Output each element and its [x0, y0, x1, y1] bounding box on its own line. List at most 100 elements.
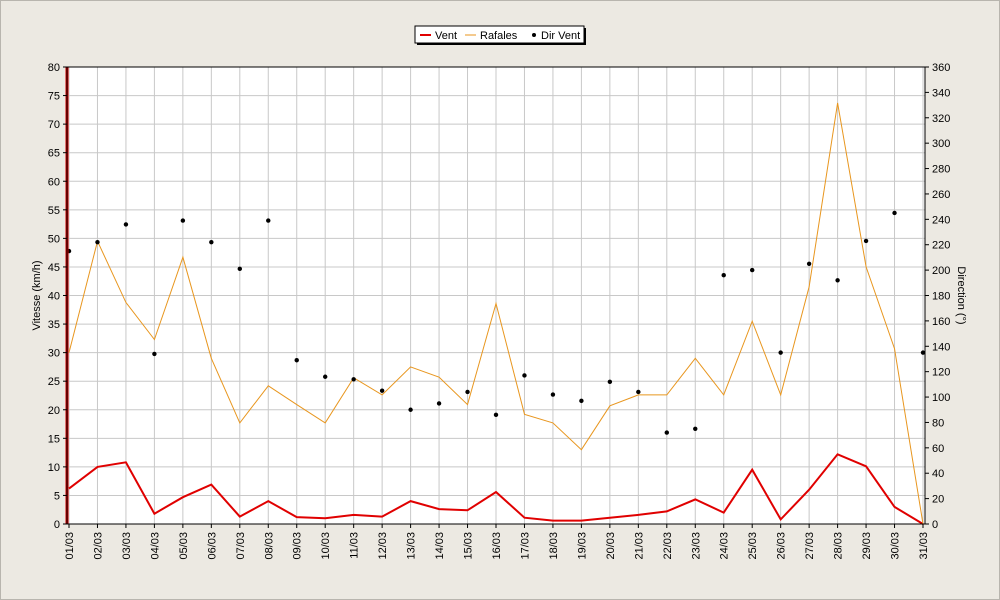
x-tick-label: 12/03 [377, 532, 389, 560]
series-layer [66, 102, 926, 525]
y-tick-label: 0 [54, 519, 60, 531]
y2-tick-label: 40 [932, 468, 944, 480]
y2-tick-label: 80 [932, 417, 944, 429]
y2-tick-label: 340 [932, 87, 950, 99]
direction-point [806, 261, 812, 266]
x-tick-label: 07/03 [235, 532, 247, 560]
y-tick-label: 40 [48, 291, 60, 303]
x-axis: 01/03 02/03 03/03 04/03 05/03 06/03 07/03 08/03… [64, 524, 930, 560]
x-tick-label: 29/03 [861, 532, 873, 560]
direction-point [522, 373, 527, 378]
x-tick-label: 01/03 [64, 532, 76, 560]
y2-tick-label: 220 [932, 240, 950, 252]
x-tick-label: 19/03 [576, 532, 588, 560]
direction-point [493, 412, 499, 418]
y-tick-label: 55 [48, 205, 60, 217]
direction-point [323, 374, 328, 379]
legend-label-vent: Vent [435, 30, 457, 42]
y-tick-label: 15 [48, 433, 60, 445]
x-tick-label: 27/03 [804, 532, 816, 560]
x-tick-label: 11/03 [349, 532, 361, 559]
y2-tick-label: 100 [932, 392, 950, 404]
y-tick-label: 60 [48, 176, 60, 188]
y-tick-label: 35 [48, 319, 60, 331]
y2-tick-label: 360 [932, 62, 950, 74]
direction-point [266, 218, 271, 223]
y-axis-right: 0 20 40 60 80 100 120 140 160 180 200 220 240 260 280 3… [925, 62, 950, 531]
x-tick-label: 21/03 [633, 532, 645, 560]
y-tick-label: 45 [48, 262, 60, 274]
x-tick-label: 22/03 [662, 532, 674, 560]
direction-point [920, 350, 926, 355]
legend-swatch-dir-vent [532, 33, 536, 37]
y-axis-title: Vitesse (km/h) [31, 260, 43, 330]
x-tick-label: 14/03 [434, 532, 446, 560]
direction-point [379, 388, 385, 393]
y-tick-label: 50 [48, 233, 60, 245]
series-line-vent [68, 453, 924, 525]
x-tick-label: 25/03 [747, 532, 759, 560]
x-tick-label: 31/03 [918, 532, 930, 560]
direction-point [436, 401, 442, 406]
y-tick-label: 10 [48, 462, 60, 474]
direction-point [693, 426, 698, 431]
legend-label-dir-vent: Dir Vent [541, 30, 580, 42]
x-tick-label: 20/03 [605, 532, 617, 560]
x-tick-label: 06/03 [206, 532, 218, 560]
y-axis-left: 0 5 10 15 20 25 30 35 40 45 50 55 60 65 70 75 80 [48, 62, 67, 531]
direction-point [778, 350, 783, 355]
x-tick-label: 09/03 [292, 532, 304, 560]
x-tick-label: 02/03 [92, 532, 104, 560]
y-tick-label: 65 [48, 148, 60, 160]
y2-tick-label: 200 [932, 265, 950, 277]
y2-tick-label: 120 [932, 367, 950, 379]
direction-point [750, 267, 755, 273]
x-tick-label: 13/03 [406, 532, 418, 560]
legend-box [414, 25, 585, 44]
y2-tick-label: 320 [932, 113, 950, 125]
x-tick-label: 04/03 [149, 532, 161, 560]
x-tick-label: 10/03 [320, 532, 332, 560]
direction-point [721, 272, 726, 278]
direction-point [237, 266, 242, 272]
x-tick-label: 23/03 [690, 532, 702, 560]
x-tick-label: 24/03 [719, 532, 731, 560]
direction-point [209, 239, 214, 245]
direction-point [579, 398, 584, 404]
legend: Vent Rafales Dir Vent [414, 25, 586, 45]
direction-point [863, 238, 869, 244]
y2-tick-label: 180 [932, 291, 950, 303]
direction-point [180, 218, 186, 223]
x-tick-label: 15/03 [463, 532, 475, 560]
x-tick-label: 03/03 [121, 532, 133, 560]
x-tick-label: 28/03 [833, 532, 845, 560]
y-tick-label: 75 [48, 91, 60, 103]
direction-point [636, 389, 641, 395]
direction-point [95, 239, 100, 245]
y-tick-label: 80 [48, 62, 60, 74]
y2-tick-label: 300 [932, 138, 950, 150]
x-tick-label: 30/03 [890, 532, 902, 560]
y2-tick-label: 160 [932, 316, 950, 328]
y2-tick-label: 280 [932, 164, 950, 176]
y-tick-label: 20 [48, 405, 60, 417]
direction-point [408, 407, 413, 412]
y2-tick-label: 240 [932, 214, 950, 226]
y2-tick-label: 140 [932, 341, 950, 353]
y2-tick-label: 260 [932, 189, 950, 201]
x-tick-label: 18/03 [548, 532, 560, 560]
direction-point [294, 358, 299, 363]
y2-tick-label: 20 [932, 494, 944, 506]
x-tick-label: 05/03 [178, 532, 190, 560]
direction-point [351, 377, 356, 382]
y2-tick-label: 0 [932, 519, 938, 531]
x-tick-label: 16/03 [491, 532, 503, 560]
direction-point [892, 210, 897, 216]
direction-point [550, 392, 556, 397]
y-tick-label: 5 [54, 490, 60, 502]
legend-label-rafales: Rafales [480, 30, 518, 42]
direction-point [664, 430, 669, 435]
direction-point [607, 379, 613, 385]
y2-tick-label: 60 [932, 443, 944, 455]
